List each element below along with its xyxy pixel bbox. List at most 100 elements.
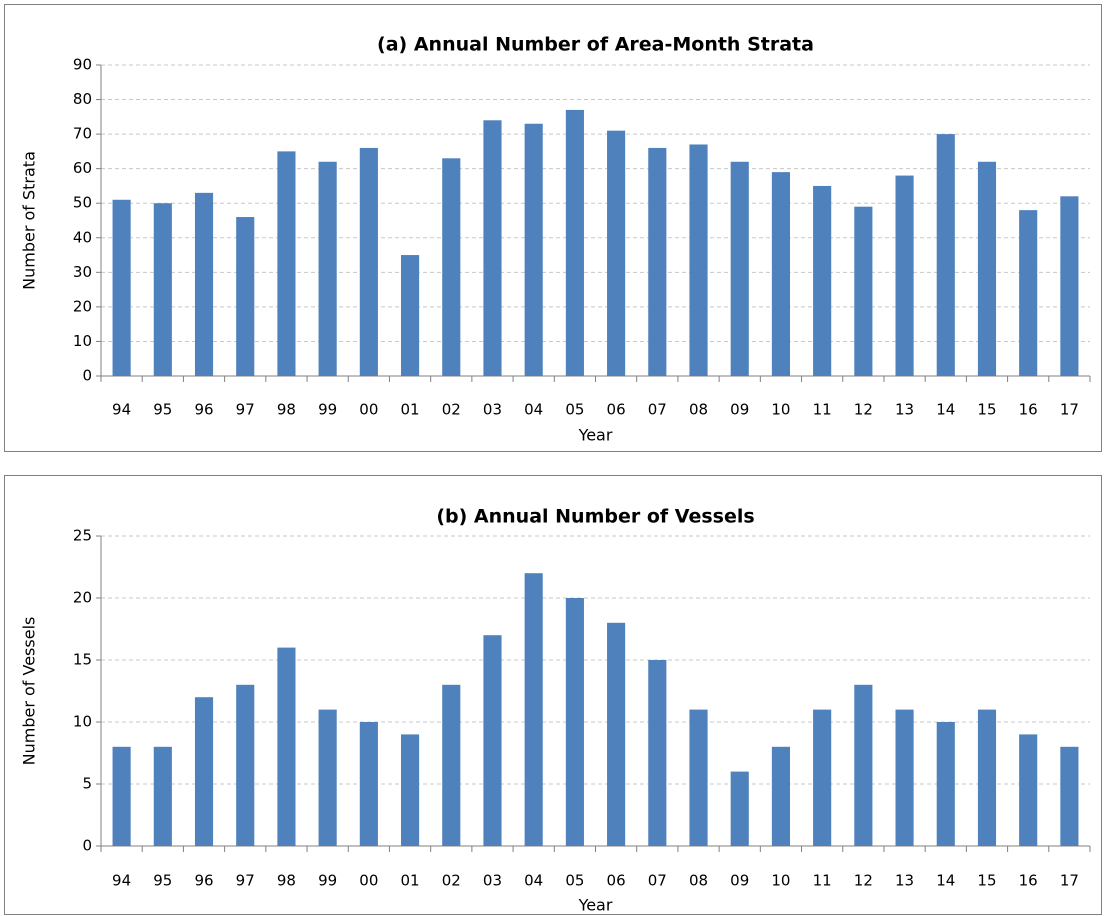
- bar: [1060, 746, 1079, 846]
- bar: [112, 746, 131, 846]
- bar: [565, 598, 584, 846]
- x-tick-label: 00: [359, 872, 378, 890]
- x-tick-label: 17: [1060, 872, 1079, 890]
- x-tick-label: 96: [194, 872, 213, 890]
- y-tick-label: 20: [73, 297, 92, 315]
- x-tick-label: 11: [813, 401, 832, 419]
- bar: [442, 684, 461, 846]
- y-tick-label: 50: [73, 194, 92, 212]
- bar: [895, 175, 914, 376]
- bar: [483, 120, 502, 377]
- x-tick-label: 15: [977, 401, 996, 419]
- y-tick-label: 30: [73, 263, 92, 281]
- x-tick-label: 03: [483, 872, 502, 890]
- x-tick-label: 04: [524, 401, 543, 419]
- bar: [359, 722, 378, 846]
- bar: [689, 144, 708, 376]
- x-tick-label: 16: [1019, 401, 1038, 419]
- x-tick-label: 12: [854, 872, 873, 890]
- bar: [977, 161, 997, 376]
- bar: [318, 709, 337, 846]
- x-tick-label: 96: [194, 401, 213, 419]
- panel-frame: [4, 475, 1102, 915]
- bar: [318, 161, 337, 376]
- x-tick-label: 94: [112, 401, 131, 419]
- x-tick-label: 97: [236, 401, 255, 419]
- bar: [813, 709, 832, 846]
- bar: [112, 199, 131, 376]
- bar: [1019, 734, 1038, 846]
- x-tick-label: 98: [277, 872, 296, 890]
- panel-frame: [4, 4, 1102, 452]
- x-tick-label: 06: [607, 401, 626, 419]
- y-tick-label: 40: [73, 228, 92, 246]
- bar: [400, 255, 420, 376]
- y-tick-label: 15: [73, 651, 92, 669]
- bar: [813, 185, 832, 376]
- y-tick-label: 10: [73, 713, 92, 731]
- bar: [936, 722, 955, 846]
- y-tick-label: 60: [73, 159, 92, 177]
- bar: [400, 734, 420, 846]
- x-tick-label: 95: [153, 872, 172, 890]
- bar: [483, 635, 502, 846]
- y-tick-label: 90: [73, 56, 92, 74]
- x-tick-label: 13: [895, 401, 914, 419]
- x-tick-label: 08: [689, 872, 708, 890]
- bar: [194, 697, 214, 846]
- bar: [730, 771, 749, 846]
- bar: [442, 158, 461, 376]
- x-tick-label: 07: [648, 872, 667, 890]
- x-tick-label: 09: [730, 401, 749, 419]
- bar: [771, 172, 791, 376]
- bar: [565, 109, 584, 376]
- bar: [977, 709, 997, 846]
- x-tick-label: 08: [689, 401, 708, 419]
- bar: [236, 217, 255, 376]
- x-tick-label: 17: [1060, 401, 1079, 419]
- y-tick-label: 20: [73, 589, 92, 607]
- y-tick-label: 80: [73, 90, 92, 108]
- x-tick-label: 00: [359, 401, 378, 419]
- x-tick-label: 01: [401, 401, 420, 419]
- y-axis-title: Number of Vessels: [20, 617, 39, 766]
- y-tick-label: 70: [73, 125, 92, 143]
- x-tick-label: 97: [236, 872, 255, 890]
- bar: [771, 746, 791, 846]
- x-axis-title: Year: [578, 426, 613, 445]
- bar: [648, 147, 667, 376]
- bar: [854, 684, 873, 846]
- x-tick-label: 10: [771, 872, 790, 890]
- bar: [854, 206, 873, 376]
- x-tick-label: 06: [607, 872, 626, 890]
- x-tick-label: 16: [1019, 872, 1038, 890]
- chart-title: (b) Annual Number of Vessels: [436, 506, 754, 528]
- bar: [936, 134, 955, 376]
- bar: [607, 130, 626, 376]
- bar: [236, 684, 255, 846]
- x-tick-label: 04: [524, 872, 543, 890]
- x-tick-label: 11: [813, 872, 832, 890]
- x-tick-label: 99: [318, 872, 337, 890]
- x-tick-label: 98: [277, 401, 296, 419]
- x-tick-label: 99: [318, 401, 337, 419]
- y-axis-title: Number of Strata: [20, 151, 39, 290]
- bar: [607, 622, 626, 846]
- bar: [730, 161, 749, 376]
- x-tick-label: 02: [442, 401, 461, 419]
- x-tick-label: 03: [483, 401, 502, 419]
- y-tick-label: 10: [73, 332, 92, 350]
- x-tick-label: 10: [771, 401, 790, 419]
- x-tick-label: 95: [153, 401, 172, 419]
- x-axis-title: Year: [578, 896, 613, 915]
- bar: [277, 647, 296, 846]
- x-tick-label: 01: [401, 872, 420, 890]
- x-tick-label: 14: [936, 872, 955, 890]
- x-tick-label: 05: [565, 401, 584, 419]
- bar: [277, 151, 296, 376]
- x-tick-label: 05: [565, 872, 584, 890]
- bar: [153, 746, 172, 846]
- bar: [648, 660, 667, 846]
